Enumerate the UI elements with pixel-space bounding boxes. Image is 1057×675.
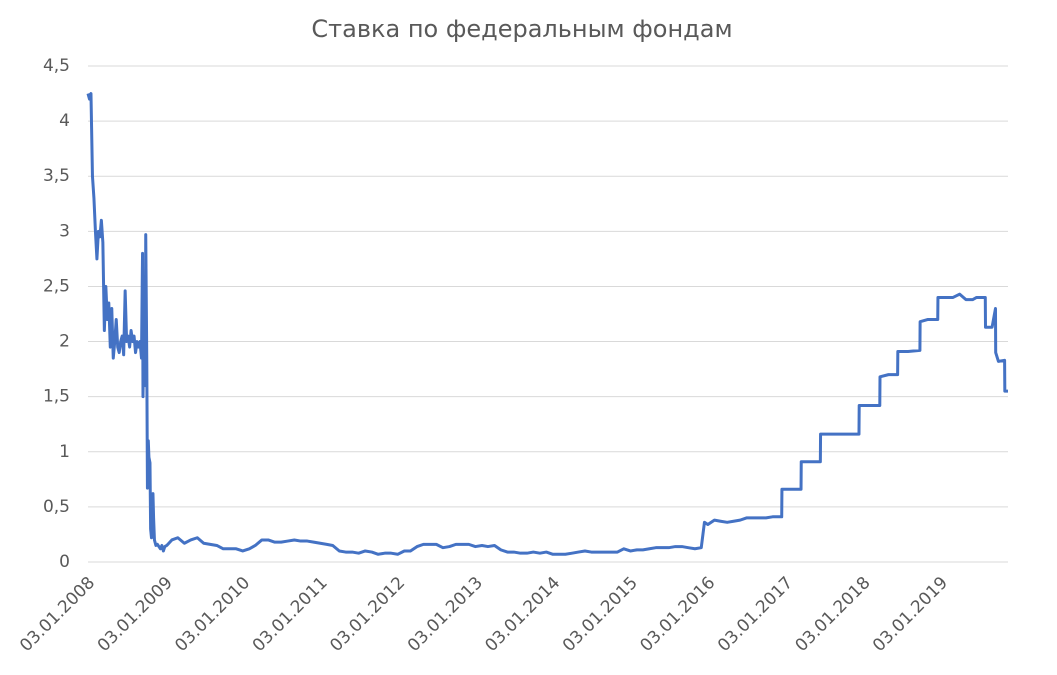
y-tick-label: 0,5 (43, 497, 70, 517)
y-tick-label: 4 (59, 111, 70, 131)
y-tick-label: 2 (59, 332, 70, 352)
y-tick-label: 1,5 (43, 387, 70, 407)
x-tick-label: 03.01.2011 (249, 573, 332, 656)
x-tick-label: 03.01.2019 (869, 573, 952, 656)
x-tick-label: 03.01.2018 (792, 573, 875, 656)
chart-title: Ставка по федеральным фондам (311, 15, 732, 43)
x-tick-label: 03.01.2017 (714, 573, 797, 656)
y-tick-label: 0 (59, 552, 70, 572)
x-tick-label: 03.01.2008 (16, 573, 99, 656)
y-tick-label: 1 (59, 442, 70, 462)
y-tick-label: 3 (59, 221, 70, 241)
x-tick-label: 03.01.2014 (481, 573, 564, 656)
y-tick-label: 2,5 (43, 276, 70, 296)
x-tick-label: 03.01.2010 (171, 573, 254, 656)
y-tick-label: 3,5 (43, 166, 70, 186)
x-tick-label: 03.01.2015 (559, 573, 642, 656)
x-tick-label: 03.01.2009 (94, 573, 177, 656)
x-tick-label: 03.01.2016 (636, 573, 719, 656)
x-tick-label: 03.01.2013 (404, 573, 487, 656)
y-tick-label: 4,5 (43, 56, 70, 76)
line (86, 92, 1008, 556)
x-tick-label: 03.01.2012 (326, 573, 409, 656)
